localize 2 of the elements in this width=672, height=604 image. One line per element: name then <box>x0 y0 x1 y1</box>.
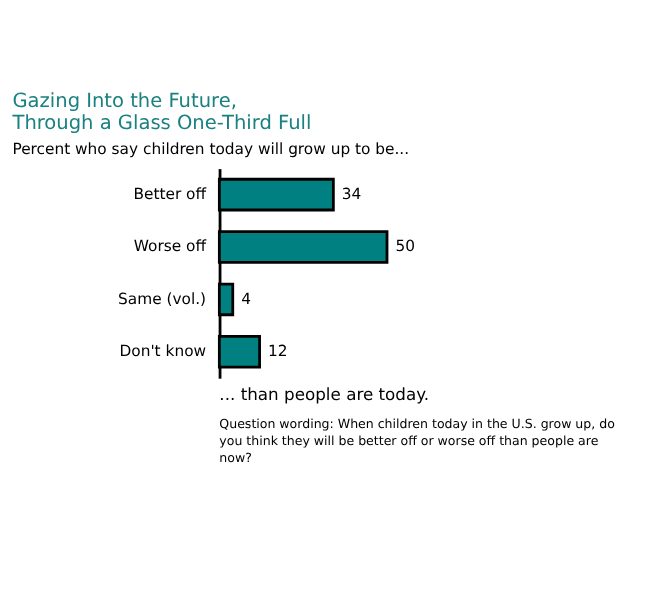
text: ... than people are today. <box>219 384 430 405</box>
chart-title: Gazing Into the Future, Through a Glass One-Third Full <box>10 90 312 136</box>
